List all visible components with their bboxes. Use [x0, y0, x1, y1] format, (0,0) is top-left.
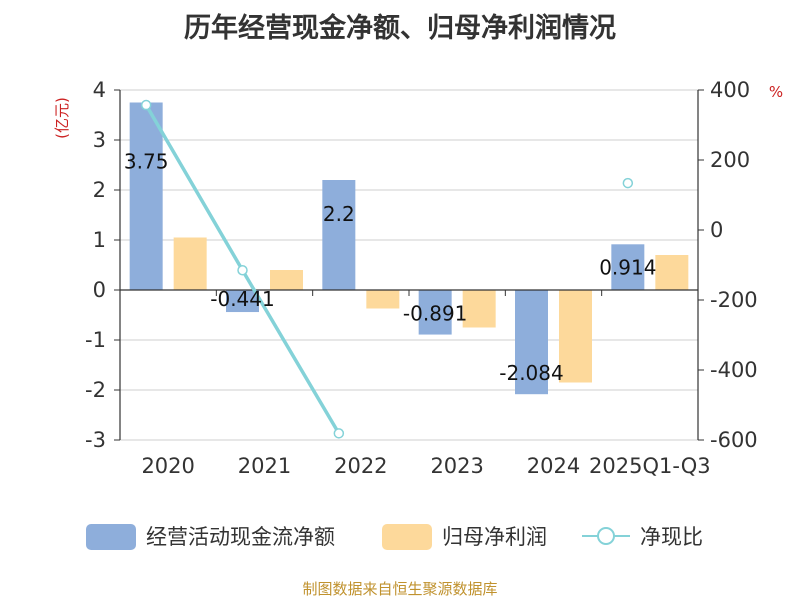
bar-value-label: 0.914: [599, 255, 656, 279]
y-left-tick-label: 3: [93, 128, 106, 152]
bar-value-label: -2.084: [499, 361, 563, 385]
y-left-tick-label: 2: [93, 178, 106, 202]
legend-swatch-cashflow: [86, 524, 136, 550]
legend-label-netprofit: 归母净利润: [442, 525, 547, 549]
bar-cashflow-2020: [129, 102, 163, 290]
y-right-tick-label: -600: [710, 428, 758, 452]
y-left-tick-label: -3: [85, 428, 106, 452]
x-tick-label: 2022: [334, 454, 387, 478]
point-ratio-2020: [140, 99, 152, 111]
y-right-tick-label: 400: [710, 78, 750, 102]
bar-netprofit-2021: [270, 270, 303, 290]
bar-value-label: -0.441: [210, 287, 274, 311]
y-left-tick-label: -1: [85, 328, 106, 352]
bar-value-label: 2.2: [323, 202, 355, 226]
x-tick-label: 2025Q1-Q3: [589, 454, 711, 478]
legend-label-cashflow: 经营活动现金流净额: [146, 525, 335, 549]
x-tick-label: 2021: [238, 454, 291, 478]
y-left-tick-label: 0: [93, 278, 106, 302]
source-footer: 制图数据来自恒生聚源数据库: [302, 580, 498, 598]
bar-cashflow-2022: [322, 180, 356, 290]
bar-netprofit-2023: [462, 290, 496, 328]
y-right-tick-label: 200: [710, 148, 750, 172]
y-left-tick-label: 1: [93, 228, 106, 252]
point-ratio-2021: [237, 265, 248, 276]
y-right-unit: %: [769, 83, 783, 101]
x-tick-label: 2023: [430, 454, 483, 478]
bar-cashflow-2025Q1-Q3: [611, 244, 645, 290]
bar-cashflow-2024: [515, 290, 548, 395]
y-right-tick-label: -400: [710, 358, 758, 382]
chart-title: 历年经营现金净额、归母净利润情况: [184, 13, 616, 44]
bar-netprofit-2025Q1-Q3: [655, 255, 689, 290]
bar-value-label: -0.891: [403, 302, 467, 326]
legend-swatch-ratio-marker: [597, 527, 615, 545]
y-right-tick-label: 0: [710, 218, 723, 242]
x-tick-label: 2020: [141, 454, 194, 478]
bar-netprofit-2024: [559, 290, 592, 383]
y-right-tick-label: -200: [710, 288, 758, 312]
point-ratio-2025Q1-Q3: [622, 177, 634, 189]
bar-value-label: 3.75: [124, 150, 169, 174]
bar-netprofit-2022: [366, 290, 400, 309]
legend-label-ratio: 净现比: [640, 525, 703, 549]
y-left-unit: (亿元): [53, 97, 71, 139]
bar-netprofit-2020: [173, 237, 207, 290]
y-left-tick-label: 4: [93, 78, 106, 102]
bar-cashflow-2021: [226, 290, 259, 313]
point-ratio-2022: [333, 428, 345, 439]
y-left-tick-label: -2: [85, 378, 106, 402]
legend-swatch-netprofit: [382, 524, 432, 550]
x-tick-label: 2024: [527, 454, 580, 478]
bar-cashflow-2023: [418, 290, 452, 335]
